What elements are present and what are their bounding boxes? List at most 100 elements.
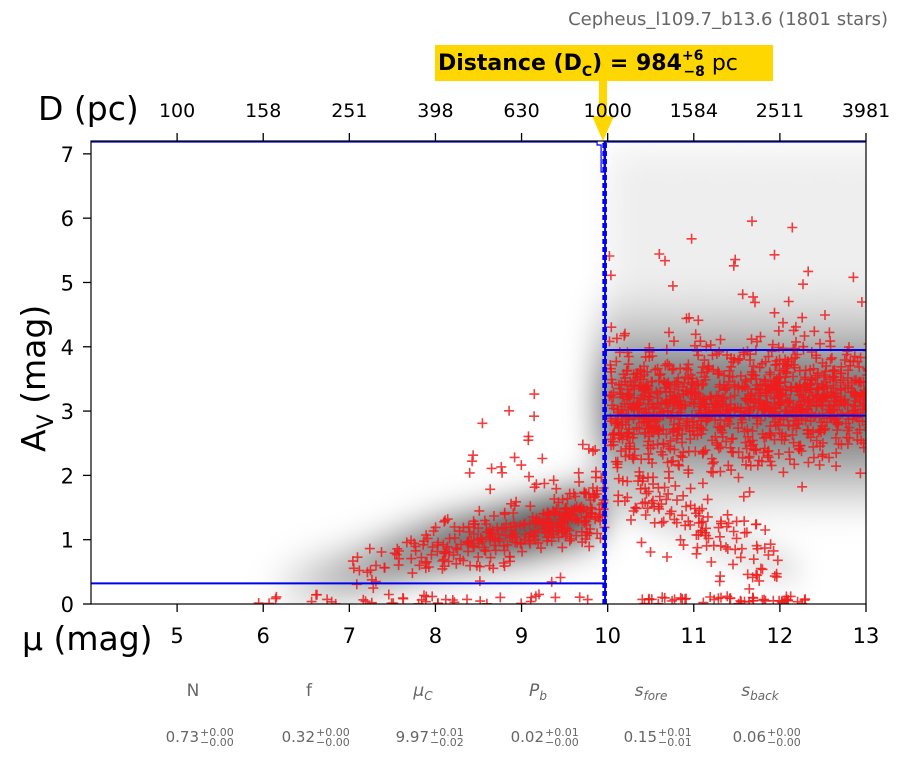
star-marker <box>805 416 816 426</box>
star-marker <box>474 505 485 516</box>
star-marker <box>867 449 877 459</box>
star-marker <box>879 371 889 381</box>
star-marker <box>523 431 534 442</box>
star-marker <box>672 495 682 506</box>
star-marker <box>822 381 833 392</box>
star-marker <box>622 393 633 404</box>
star-marker <box>880 366 890 376</box>
star-marker <box>634 470 645 481</box>
star-marker <box>744 486 755 497</box>
star-marker <box>758 404 768 415</box>
star-marker <box>588 446 598 457</box>
param-plus: +0.01 <box>430 726 464 739</box>
star-marker <box>725 399 736 410</box>
star-marker <box>882 415 892 425</box>
star-marker <box>604 391 615 402</box>
star-marker <box>663 441 674 452</box>
star-marker <box>667 280 678 291</box>
star-marker <box>850 390 861 401</box>
star-marker <box>768 545 779 556</box>
star-marker <box>699 371 710 382</box>
star-marker <box>623 388 634 399</box>
star-marker <box>721 436 732 447</box>
star-marker <box>759 374 770 385</box>
star-marker <box>765 539 776 550</box>
star-marker <box>740 437 751 448</box>
star-marker <box>440 594 451 604</box>
star-marker <box>839 355 850 365</box>
star-marker <box>650 421 660 432</box>
star-marker <box>826 352 837 363</box>
star-marker <box>393 560 404 571</box>
star-markers <box>253 216 893 604</box>
star-marker <box>550 592 561 603</box>
x-axis-title-d: D (pc) <box>38 89 139 128</box>
star-marker <box>868 449 878 459</box>
star-marker <box>591 466 601 477</box>
star-marker <box>715 466 726 477</box>
star-marker <box>883 452 893 462</box>
star-marker <box>863 343 866 345</box>
star-marker <box>769 307 780 318</box>
star-marker <box>873 408 883 418</box>
star-marker <box>871 394 881 404</box>
star-marker <box>635 483 646 494</box>
star-marker <box>622 431 632 442</box>
star-marker <box>707 350 718 361</box>
star-marker <box>789 459 800 470</box>
star-marker <box>634 423 645 434</box>
star-marker <box>870 372 880 382</box>
star-marker <box>548 475 559 486</box>
star-marker <box>680 386 691 397</box>
star-marker <box>579 517 590 528</box>
star-marker <box>808 363 819 374</box>
y-axis-title-sub: V <box>34 414 59 429</box>
star-marker <box>612 462 623 473</box>
star-marker <box>694 505 705 516</box>
star-marker <box>828 372 839 382</box>
star-marker <box>747 216 757 227</box>
star-marker <box>868 429 878 439</box>
star-marker <box>451 558 462 569</box>
param-plus: +0.00 <box>200 726 234 739</box>
star-marker <box>810 390 821 401</box>
star-marker <box>507 530 518 541</box>
star-marker <box>771 568 782 579</box>
x-tick-label: 10 <box>594 624 621 648</box>
star-marker <box>728 526 739 537</box>
star-marker <box>648 479 659 490</box>
star-marker <box>773 325 784 336</box>
y-axis-title-main: A <box>14 429 53 452</box>
star-marker <box>783 296 794 307</box>
star-marker <box>820 423 831 434</box>
star-marker <box>788 371 799 382</box>
param-name: sback <box>741 681 779 703</box>
star-marker <box>471 560 482 571</box>
star-marker <box>753 403 764 414</box>
star-marker <box>683 364 694 375</box>
star-marker <box>444 533 455 544</box>
star-marker <box>677 437 687 448</box>
star-marker <box>880 379 890 389</box>
star-marker <box>770 403 781 414</box>
star-marker <box>726 361 737 372</box>
star-marker <box>253 598 264 604</box>
star-marker <box>641 488 652 499</box>
star-marker <box>398 593 409 604</box>
x-tick-label: 5 <box>170 624 183 648</box>
star-marker <box>734 353 745 364</box>
star-marker <box>443 556 454 567</box>
star-marker <box>713 395 724 406</box>
star-marker <box>839 395 850 406</box>
star-marker <box>763 550 774 560</box>
star-marker <box>855 352 866 363</box>
star-marker <box>829 415 840 426</box>
star-marker <box>448 549 459 560</box>
star-marker <box>665 412 676 423</box>
star-marker <box>479 515 490 526</box>
star-marker <box>881 394 891 404</box>
star-marker <box>504 405 515 416</box>
star-marker <box>868 413 878 423</box>
star-marker <box>791 336 801 347</box>
star-marker <box>638 385 649 396</box>
